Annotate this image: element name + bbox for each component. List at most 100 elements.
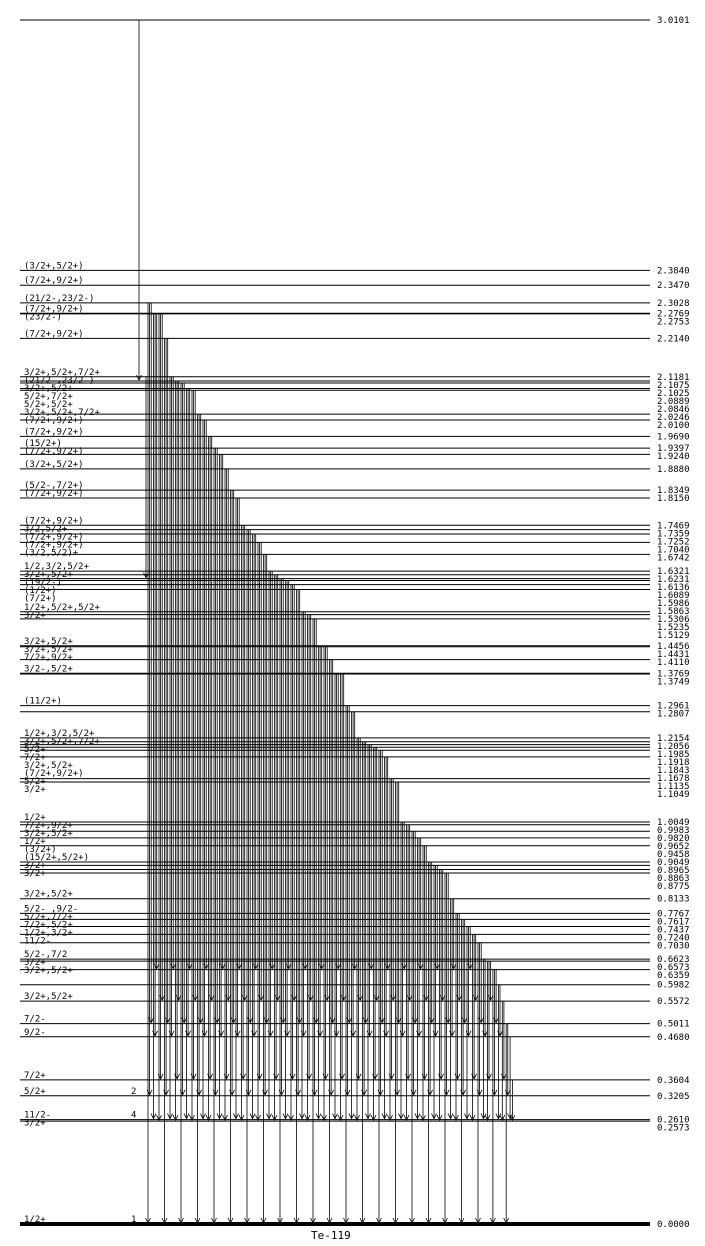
transition-arrowhead — [284, 1030, 290, 1037]
level-energy: 0.8965 — [657, 866, 690, 876]
transition-arrowhead — [350, 1030, 356, 1037]
transition-arrowhead — [150, 1113, 157, 1120]
level-spin: 1/2+,3/2,5/2+ — [24, 729, 95, 739]
transition-arrowhead — [390, 994, 397, 1002]
level-energy: 1.5129 — [657, 631, 690, 641]
level-spin: 3/2+ — [24, 958, 46, 968]
level-energy: 0.6359 — [657, 971, 690, 981]
transition-arrowhead — [219, 963, 226, 970]
transition-arrowhead — [291, 994, 298, 1002]
level-spin: (3/2+) — [24, 845, 57, 855]
transition-arrowhead — [467, 963, 474, 970]
level-energy: 0.2610 — [657, 1116, 690, 1126]
level-energy: 1.7040 — [657, 545, 690, 555]
transition-arrowhead — [438, 1073, 444, 1080]
transition-arrowhead — [277, 1217, 283, 1224]
transition-arrowhead — [443, 1089, 450, 1096]
level-spin: (3/2+,5/2+) — [24, 460, 84, 470]
transition-arrowhead — [366, 1030, 373, 1037]
transition-arrowhead — [405, 1073, 411, 1080]
transition-arrowhead — [167, 1113, 173, 1120]
transition-arrowhead — [431, 1113, 437, 1120]
level-spin: (7/2+,9/2+) — [24, 540, 84, 550]
level-energy: 1.1049 — [657, 790, 690, 800]
transition-arrowhead — [337, 1114, 344, 1121]
transition-arrowhead — [340, 994, 347, 1002]
transition-arrowhead — [266, 1113, 272, 1120]
level-spin: 3/2+,5/2+ — [24, 966, 73, 976]
level-energy: 0.7030 — [657, 941, 690, 951]
transition-arrowhead — [453, 1114, 459, 1121]
transition-arrowhead — [289, 1073, 296, 1080]
level-spin: (23/2-) — [24, 312, 62, 322]
transition-arrowhead — [461, 1017, 468, 1024]
level-spin: (3/2,5/2)+ — [24, 548, 79, 558]
transition-arrowhead — [486, 1073, 492, 1080]
transition-arrowhead — [310, 1217, 316, 1224]
level-energy: 1.9690 — [657, 432, 690, 442]
level-energy: 1.3769 — [657, 669, 690, 679]
level-spin: 5/2+ — [24, 745, 46, 755]
transition-arrowhead — [469, 1114, 476, 1121]
transition-arrowhead — [425, 1217, 432, 1224]
level-energy: 0.9820 — [657, 834, 690, 844]
transition-arrowhead — [436, 1114, 443, 1121]
transition-arrowhead — [203, 963, 210, 970]
transition-arrowhead — [368, 963, 375, 970]
transition-arrowhead — [179, 1089, 186, 1096]
level-spin: 3/2+,5/2+ — [24, 570, 73, 580]
level-energy: 0.6573 — [657, 963, 690, 973]
level-energy: 3.0101 — [657, 16, 690, 26]
transition-arrowhead — [417, 963, 424, 970]
level-spin: 3/2+ — [24, 785, 46, 795]
transition-arrowhead — [388, 1073, 395, 1080]
transition-arrowhead — [409, 1217, 415, 1224]
level-count: 2 — [131, 1087, 136, 1097]
level-energy: 0.5982 — [657, 981, 690, 991]
transition-arrowhead — [472, 994, 479, 1002]
transition-arrowhead — [304, 1114, 311, 1121]
transition-arrowhead — [321, 1114, 327, 1121]
transition-arrowhead — [136, 374, 142, 381]
transition-arrowhead — [416, 1030, 422, 1037]
transition-arrowhead — [227, 1217, 234, 1224]
level-energy: 0.7767 — [657, 909, 690, 919]
transition-arrowhead — [471, 1073, 477, 1080]
transition-arrowhead — [247, 1017, 254, 1024]
level-energy: 1.6231 — [657, 575, 690, 585]
level-energy: 1.2961 — [657, 702, 690, 712]
transition-arrowhead — [362, 1017, 369, 1024]
level-spin: (7/2+,9/2+) — [24, 447, 84, 457]
transition-arrowhead — [170, 963, 177, 970]
level-energy: 2.2769 — [657, 309, 690, 319]
transition-arrowhead — [456, 994, 463, 1002]
level-spin: 3/2+,5/2+ — [24, 829, 73, 839]
transition-arrowhead — [178, 1217, 184, 1224]
level-energy: 1.1678 — [657, 774, 690, 784]
nucleus-label: Te-119 — [311, 1229, 351, 1242]
transition-arrowhead — [509, 1114, 516, 1121]
transition-arrowhead — [163, 1089, 169, 1096]
transition-arrowhead — [406, 994, 413, 1002]
transition-arrowhead — [414, 1113, 421, 1120]
transition-arrowhead — [395, 1017, 402, 1024]
transition-arrowhead — [373, 994, 380, 1002]
transition-arrowhead — [401, 963, 408, 970]
level-spin: 5/2+,5/2+ — [24, 400, 73, 410]
transition-arrowhead — [271, 1114, 278, 1121]
level-spin: (1/2+) — [24, 586, 57, 596]
transition-arrowhead — [299, 1113, 305, 1120]
transition-arrowhead — [211, 1217, 217, 1224]
transition-arrowhead — [377, 1089, 384, 1096]
transition-arrowhead — [348, 1113, 355, 1120]
transition-arrowhead — [148, 1017, 155, 1024]
level-energy: 1.2154 — [657, 734, 690, 744]
gamma-transitions — [136, 20, 516, 1224]
level-spin: 5/2- ,9/2- — [24, 904, 78, 914]
transition-arrowhead — [218, 1030, 224, 1037]
level-energy: 0.9652 — [657, 842, 690, 852]
transition-arrowhead — [478, 1017, 485, 1024]
transition-arrowhead — [229, 1089, 235, 1096]
transition-arrowhead — [251, 1030, 257, 1037]
